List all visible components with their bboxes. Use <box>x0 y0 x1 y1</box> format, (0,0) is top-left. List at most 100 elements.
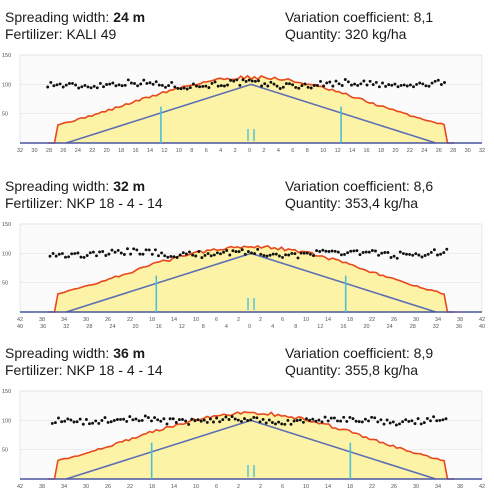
overall-dot <box>356 83 360 87</box>
overall-dot <box>442 251 446 255</box>
x-tick-label: 12 <box>161 148 167 154</box>
overall-dot <box>224 415 228 419</box>
spreading-width-heading: Spreading width: 36 m <box>5 345 145 362</box>
overall-dot <box>423 254 427 257</box>
x-tick-label: 28 <box>86 324 92 330</box>
overall-dot <box>191 253 195 257</box>
overall-dot <box>430 81 434 85</box>
x-tick-label: 18 <box>149 484 155 490</box>
overall-dot <box>120 84 124 88</box>
triangle-left-line <box>65 252 252 313</box>
overall-dot <box>163 254 167 258</box>
overall-dot <box>204 84 208 88</box>
x-tick-label: 2 <box>234 148 237 154</box>
x-tick-label: 16 <box>156 324 162 330</box>
overall-dot <box>320 420 324 424</box>
x-tick-label: 30 <box>413 317 419 323</box>
overall-dot <box>193 419 197 423</box>
overall-dot <box>334 79 338 83</box>
x-tick-label: 30 <box>83 484 89 490</box>
overall-dot <box>83 83 87 87</box>
overall-dot <box>139 82 143 86</box>
x-tick-label: 12 <box>179 324 185 330</box>
overall-dot <box>97 421 101 425</box>
quantity-label: Quantity: 353,4 kg/ha <box>285 195 419 211</box>
x-tick-label: 22 <box>369 484 375 490</box>
overall-dot <box>392 254 396 258</box>
x-tick-label: 24 <box>109 324 115 330</box>
x-tick-label: 32 <box>63 324 69 330</box>
overall-dot <box>81 422 85 426</box>
x-tick-label: 16 <box>364 148 370 154</box>
distribution-area <box>47 245 455 312</box>
overall-dot <box>172 255 176 259</box>
x-tick-label: 6 <box>291 148 294 154</box>
overall-dot <box>290 251 294 255</box>
overall-dot <box>60 420 64 424</box>
overall-dot <box>269 80 273 84</box>
overall-dot <box>348 415 352 419</box>
overall-dot <box>218 420 222 424</box>
overall-dot <box>264 421 268 425</box>
overall-dot <box>171 417 175 421</box>
x-tick-label: 16 <box>340 324 346 330</box>
overall-dot <box>200 256 204 260</box>
overall-dot <box>433 79 437 83</box>
overall-dot <box>253 79 257 83</box>
overall-dot <box>191 82 195 86</box>
overall-dot <box>58 82 62 86</box>
x-tick-label: 2 <box>237 317 240 323</box>
overall-dot <box>398 422 401 426</box>
x-tick-label: 6 <box>281 484 284 490</box>
x-tick-label: 30 <box>465 148 471 154</box>
overall-dot <box>210 81 214 85</box>
overall-dot <box>311 417 315 421</box>
overall-dot <box>105 83 109 86</box>
overall-dot <box>364 250 368 254</box>
overall-dot <box>312 84 316 87</box>
x-tick-label: 36 <box>40 324 46 330</box>
y-tick-label: 50 <box>2 448 8 454</box>
overall-dot <box>212 253 216 257</box>
overall-dot <box>439 83 443 86</box>
x-tick-label: 18 <box>118 148 124 154</box>
overall-dot <box>129 252 133 256</box>
overall-dot <box>198 85 202 89</box>
overall-dot <box>357 420 361 424</box>
overall-dot <box>160 251 164 255</box>
x-tick-label: 38 <box>457 484 463 490</box>
overall-dot <box>50 421 54 425</box>
x-tick-label: 6 <box>281 317 284 323</box>
overall-dot <box>336 250 340 254</box>
triangle-right-line <box>250 419 437 480</box>
overall-dot <box>187 422 191 426</box>
overall-dot <box>92 84 96 88</box>
overall-dot <box>110 248 114 252</box>
overall-dot <box>221 418 225 422</box>
overall-dot <box>303 82 307 86</box>
overall-dot <box>277 254 281 258</box>
fertilizer-label: Fertilizer: NKP 18 - 4 - 14 <box>5 195 163 211</box>
overall-dot <box>82 255 86 259</box>
overall-dot <box>244 79 248 83</box>
overall-dot <box>157 254 160 258</box>
x-tick-label: 38 <box>39 317 45 323</box>
overall-dot <box>119 417 122 421</box>
overall-dot <box>246 418 250 422</box>
overall-dot <box>297 86 301 90</box>
overall-dot <box>312 254 315 258</box>
overall-dot <box>367 419 370 423</box>
overall-dot <box>197 250 201 253</box>
overall-dot <box>380 251 384 255</box>
overall-dot <box>136 84 140 88</box>
overall-dot <box>222 84 226 88</box>
overall-dot <box>216 84 220 88</box>
overall-dot <box>206 252 210 256</box>
x-tick-label: 2 <box>237 484 240 490</box>
x-tick-label: 26 <box>436 148 442 154</box>
distribution-area <box>47 411 455 479</box>
x-tick-label: 14 <box>171 484 177 490</box>
overall-dot <box>432 415 436 419</box>
